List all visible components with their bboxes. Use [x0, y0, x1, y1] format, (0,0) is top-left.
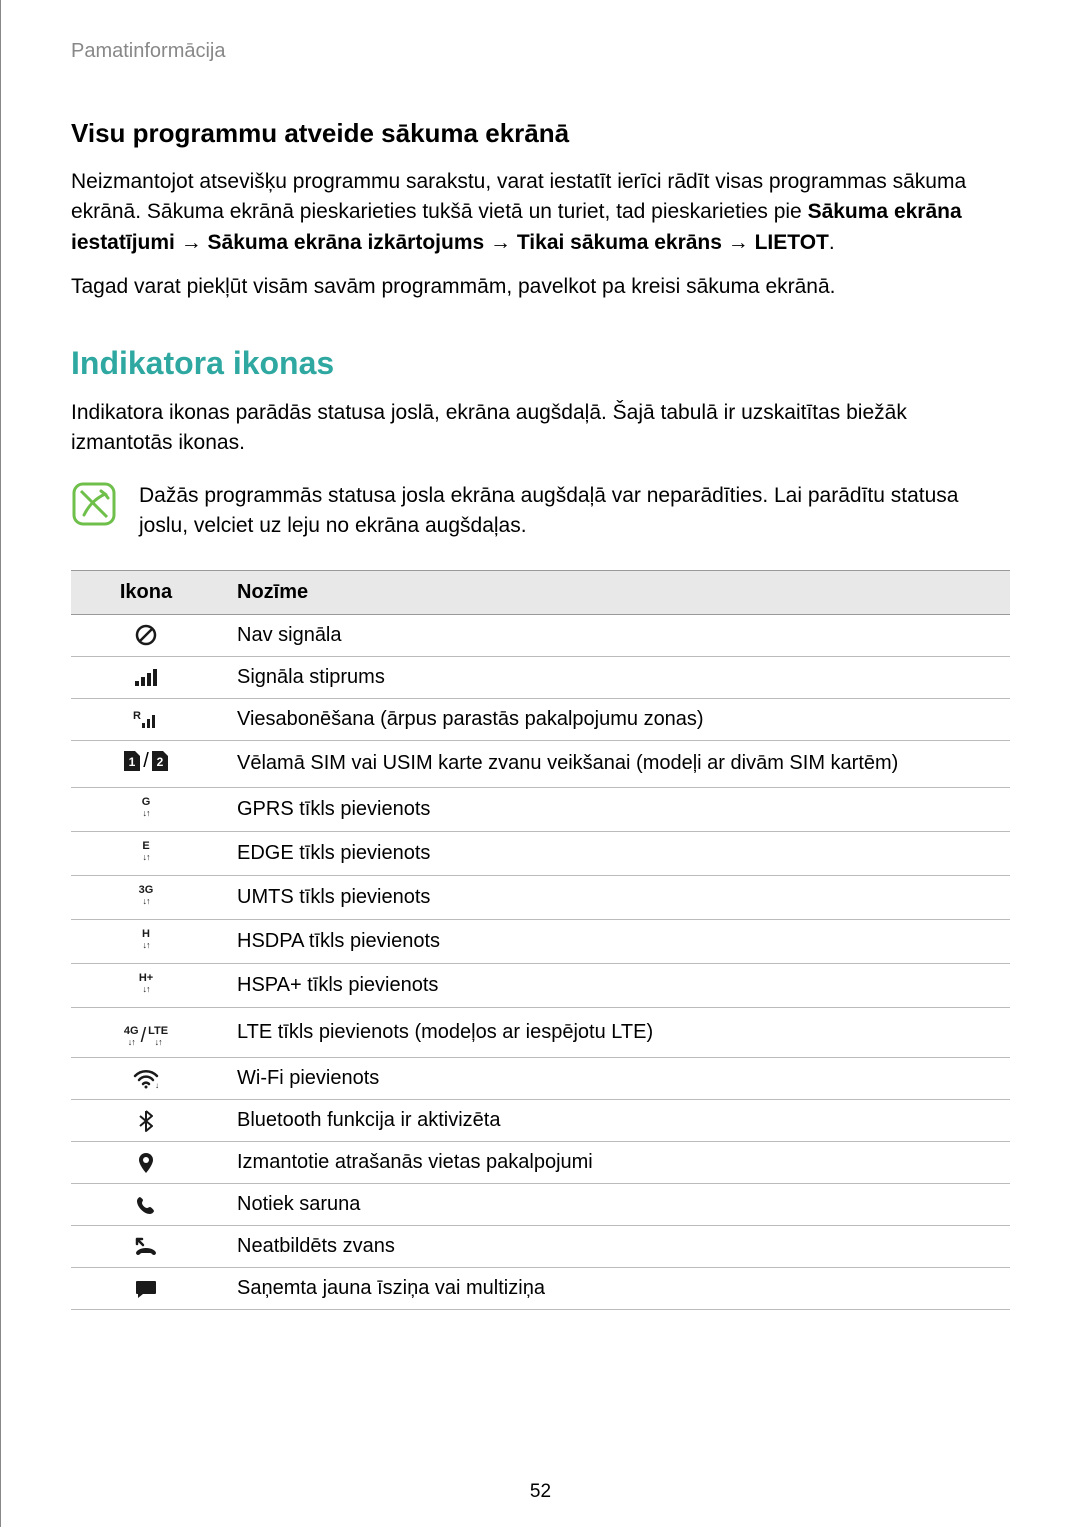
- network-label: H: [142, 929, 150, 940]
- table-header-icon: Ikona: [71, 570, 221, 614]
- note-box: Dažās programmās statusa josla ekrāna au…: [71, 481, 1010, 542]
- arrows-icon: ↓↑: [142, 808, 151, 818]
- network-label: E: [142, 841, 149, 852]
- paragraph-home-apps: Neizmantojot atsevišķu programmu sarakst…: [71, 167, 1010, 258]
- network-label: 3G: [139, 885, 154, 896]
- table-row: 3G ↓↑ UMTS tīkls pievienots: [71, 876, 1010, 920]
- svg-text:R: R: [133, 710, 141, 722]
- no-signal-icon: [71, 614, 221, 656]
- separator: /: [141, 1025, 147, 1048]
- table-header-meaning: Nozīme: [221, 570, 1010, 614]
- network-label: H+: [139, 973, 153, 984]
- table-row: Izmantotie atrašanās vietas pakalpojumi: [71, 1142, 1010, 1184]
- table-row: ↓↑ Wi-Fi pievienots: [71, 1058, 1010, 1100]
- table-cell-meaning: EDGE tīkls pievienots: [221, 832, 1010, 876]
- table-row: Saņemta jauna īsziņa vai multiziņa: [71, 1268, 1010, 1310]
- svg-text:1: 1: [129, 755, 136, 769]
- paragraph-indicator-intro: Indikatora ikonas parādās statusa joslā,…: [71, 398, 1010, 459]
- arrows-icon: ↓↑: [139, 984, 153, 994]
- network-label: G: [142, 797, 151, 808]
- bold-label: Sākuma ekrāna izkārtojums: [208, 231, 485, 254]
- table-cell-meaning: HSPA+ tīkls pievienots: [221, 964, 1010, 1008]
- table-row: E ↓↑ EDGE tīkls pievienots: [71, 832, 1010, 876]
- svg-text:↓↑: ↓↑: [155, 1081, 159, 1089]
- bold-label: LIETOT: [755, 231, 829, 254]
- table-row: Neatbildēts zvans: [71, 1226, 1010, 1268]
- arrows-icon: ↓↑: [139, 896, 154, 906]
- separator: /: [143, 750, 149, 773]
- network-label: 4G: [124, 1026, 139, 1037]
- table-row: Notiek saruna: [71, 1184, 1010, 1226]
- arrows-icon: ↓↑: [124, 1037, 139, 1047]
- arrows-icon: ↓↑: [142, 852, 149, 862]
- arrow-separator: →: [175, 231, 208, 254]
- table-cell-meaning: HSDPA tīkls pievienots: [221, 920, 1010, 964]
- message-icon: [71, 1268, 221, 1310]
- table-row: R Viesabonēšana (ārpus parastās pakalpoj…: [71, 698, 1010, 740]
- table-cell-meaning: Notiek saruna: [221, 1184, 1010, 1226]
- svg-text:2: 2: [156, 755, 163, 769]
- location-icon: [71, 1142, 221, 1184]
- table-cell-meaning: Viesabonēšana (ārpus parastās pakalpojum…: [221, 698, 1010, 740]
- breadcrumb: Pamatinformācija: [71, 40, 1010, 63]
- indicator-icons-table: Ikona Nozīme Nav signāla: [71, 570, 1010, 1311]
- section-heading-home-apps: Visu programmu atveide sākuma ekrānā: [71, 118, 1010, 149]
- table-header-row: Ikona Nozīme: [71, 570, 1010, 614]
- lte-icon: 4G ↓↑ / LTE ↓↑: [71, 1008, 221, 1058]
- roaming-icon: R: [71, 698, 221, 740]
- section-heading-indicator-icons: Indikatora ikonas: [71, 345, 1010, 382]
- note-text: Dažās programmās statusa josla ekrāna au…: [139, 481, 1010, 542]
- missed-call-icon: [71, 1226, 221, 1268]
- arrow-separator: →: [722, 231, 755, 254]
- gprs-icon: G ↓↑: [71, 788, 221, 832]
- table-cell-meaning: Wi-Fi pievienots: [221, 1058, 1010, 1100]
- note-icon: [71, 481, 117, 527]
- sim-card-icon: 1 / 2: [71, 740, 221, 788]
- table-cell-meaning: Izmantotie atrašanās vietas pakalpojumi: [221, 1142, 1010, 1184]
- table-row: G ↓↑ GPRS tīkls pievienots: [71, 788, 1010, 832]
- text-fragment: .: [829, 231, 835, 254]
- table-cell-meaning: GPRS tīkls pievienots: [221, 788, 1010, 832]
- table-row: H+ ↓↑ HSPA+ tīkls pievienots: [71, 964, 1010, 1008]
- arrows-icon: ↓↑: [142, 940, 150, 950]
- bluetooth-icon: [71, 1100, 221, 1142]
- arrows-icon: ↓↑: [148, 1037, 168, 1047]
- table-row: Nav signāla: [71, 614, 1010, 656]
- table-cell-meaning: LTE tīkls pievienots (modeļos ar iespējo…: [221, 1008, 1010, 1058]
- bold-label: Tikai sākuma ekrāns: [517, 231, 722, 254]
- arrow-separator: →: [484, 231, 517, 254]
- umts-icon: 3G ↓↑: [71, 876, 221, 920]
- table-cell-meaning: Saņemta jauna īsziņa vai multiziņa: [221, 1268, 1010, 1310]
- table-cell-meaning: Neatbildēts zvans: [221, 1226, 1010, 1268]
- hspa-plus-icon: H+ ↓↑: [71, 964, 221, 1008]
- wifi-icon: ↓↑: [71, 1058, 221, 1100]
- table-row: Signāla stiprums: [71, 656, 1010, 698]
- table-cell-meaning: UMTS tīkls pievienots: [221, 876, 1010, 920]
- page-container: Pamatinformācija Visu programmu atveide …: [0, 0, 1080, 1527]
- table-cell-meaning: Bluetooth funkcija ir aktivizēta: [221, 1100, 1010, 1142]
- page-number: 52: [1, 1481, 1080, 1503]
- table-cell-meaning: Nav signāla: [221, 614, 1010, 656]
- table-cell-meaning: Signāla stiprums: [221, 656, 1010, 698]
- table-row: Bluetooth funkcija ir aktivizēta: [71, 1100, 1010, 1142]
- network-label: LTE: [148, 1026, 168, 1037]
- table-row: H ↓↑ HSDPA tīkls pievienots: [71, 920, 1010, 964]
- signal-strength-icon: [71, 656, 221, 698]
- paragraph-swipe-left: Tagad varat piekļūt visām savām programm…: [71, 272, 1010, 302]
- edge-icon: E ↓↑: [71, 832, 221, 876]
- hsdpa-icon: H ↓↑: [71, 920, 221, 964]
- call-active-icon: [71, 1184, 221, 1226]
- table-cell-meaning: Vēlamā SIM vai USIM karte zvanu veikšana…: [221, 740, 1010, 788]
- table-row: 4G ↓↑ / LTE ↓↑ LTE tīkls pievienots (mod…: [71, 1008, 1010, 1058]
- table-row: 1 / 2 Vēlamā SIM vai USIM karte zvanu ve…: [71, 740, 1010, 788]
